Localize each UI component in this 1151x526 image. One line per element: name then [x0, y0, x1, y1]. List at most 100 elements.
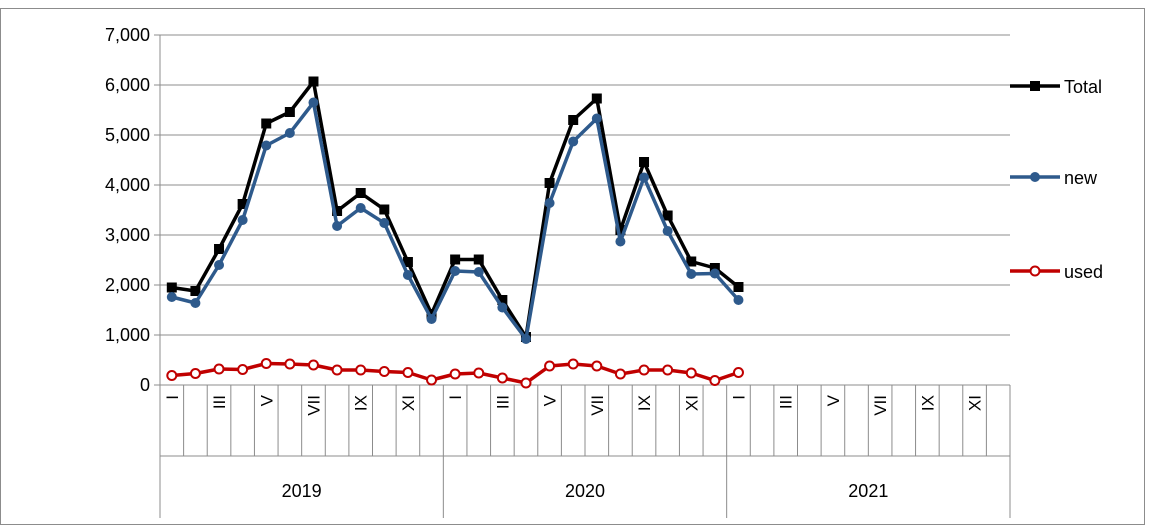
month-label: VII	[588, 395, 607, 416]
data-point	[733, 295, 744, 305]
data-point	[166, 370, 178, 381]
y-tick-label: 3,000	[105, 225, 150, 245]
year-label: 2019	[282, 481, 322, 501]
data-point	[189, 368, 201, 379]
month-label: I	[163, 395, 182, 400]
data-point	[473, 267, 484, 277]
data-point	[709, 375, 721, 386]
y-tick-labels: 0 1,000 2,000 3,000 4,000 5,000 6,000 7,000	[105, 25, 150, 395]
data-point	[261, 140, 272, 151]
data-point	[213, 363, 225, 375]
month-label: V	[541, 394, 560, 406]
data-point	[615, 225, 626, 235]
month-label: XI	[682, 395, 701, 411]
data-point	[638, 364, 650, 376]
legend-label: used	[1064, 262, 1103, 282]
data-point	[214, 260, 225, 270]
y-tick-label: 0	[140, 375, 150, 395]
series-layer	[166, 76, 744, 389]
y-tick-label: 4,000	[105, 175, 150, 195]
month-label: VII	[304, 395, 323, 416]
data-point	[284, 358, 296, 370]
data-point	[402, 270, 413, 280]
data-point	[307, 359, 319, 371]
data-point	[355, 188, 366, 198]
data-point	[733, 282, 744, 292]
month-label: I	[446, 395, 465, 400]
data-point	[331, 364, 343, 376]
data-point	[662, 210, 673, 221]
x-tick-labels: I III V VII IX XI I III V VII IX XI I III V VII IX XI	[163, 394, 985, 415]
y-tick-label: 5,000	[105, 125, 150, 145]
data-point	[662, 364, 674, 376]
data-point	[568, 115, 579, 125]
year-label: 2021	[848, 481, 888, 501]
legend-marker	[1029, 265, 1041, 277]
y-tick-label: 1,000	[105, 325, 150, 345]
data-point	[214, 244, 225, 254]
grid-lines	[160, 34, 1010, 336]
data-point	[355, 203, 366, 213]
data-point	[473, 367, 485, 379]
data-point	[639, 172, 650, 183]
data-point	[709, 268, 720, 279]
data-point	[686, 269, 697, 279]
data-point	[308, 97, 319, 108]
data-point	[662, 226, 673, 236]
data-point	[591, 113, 602, 124]
month-label: V	[257, 394, 276, 406]
month-label: III	[210, 395, 229, 409]
data-point	[237, 215, 248, 225]
data-point	[685, 367, 697, 379]
data-point	[473, 254, 484, 265]
data-point	[237, 199, 248, 209]
data-point	[402, 367, 414, 378]
data-point	[402, 257, 413, 267]
data-point	[496, 372, 508, 384]
month-label: XI	[966, 395, 985, 411]
data-point	[520, 334, 531, 344]
axes	[154, 34, 1011, 518]
data-point	[379, 204, 390, 215]
data-point	[260, 358, 272, 369]
y-tick-label: 2,000	[105, 275, 150, 295]
data-point	[308, 76, 319, 87]
data-point	[355, 364, 367, 376]
data-point	[190, 286, 201, 296]
month-label: IX	[635, 395, 654, 411]
data-point	[591, 93, 602, 104]
data-point	[615, 236, 626, 247]
data-point	[544, 178, 555, 188]
data-point	[450, 266, 461, 276]
data-point	[568, 136, 579, 147]
data-point	[732, 367, 744, 378]
y-tick-label: 6,000	[105, 75, 150, 95]
year-labels: 2019 2020 2021	[282, 481, 889, 501]
data-point	[450, 254, 461, 265]
data-point	[166, 292, 177, 302]
data-point	[567, 358, 579, 370]
data-point	[190, 298, 201, 308]
y-tick-label: 7,000	[105, 25, 150, 45]
data-point	[166, 282, 177, 293]
legend: Total new used	[1010, 77, 1103, 282]
data-point	[497, 295, 508, 305]
month-label: I	[729, 395, 748, 400]
data-point	[426, 314, 437, 324]
data-point	[591, 360, 603, 372]
month-label: IX	[918, 395, 937, 411]
data-point	[639, 157, 650, 167]
data-point	[709, 263, 720, 273]
data-point	[379, 218, 390, 228]
year-label: 2020	[565, 481, 605, 501]
month-label: IX	[352, 395, 371, 411]
month-label: III	[493, 395, 512, 409]
data-point	[332, 221, 343, 231]
legend-label: Total	[1064, 77, 1102, 97]
data-point	[237, 364, 249, 375]
data-point	[497, 302, 508, 313]
legend-label: new	[1064, 168, 1098, 188]
data-point	[332, 206, 343, 216]
legend-marker	[1030, 81, 1040, 91]
